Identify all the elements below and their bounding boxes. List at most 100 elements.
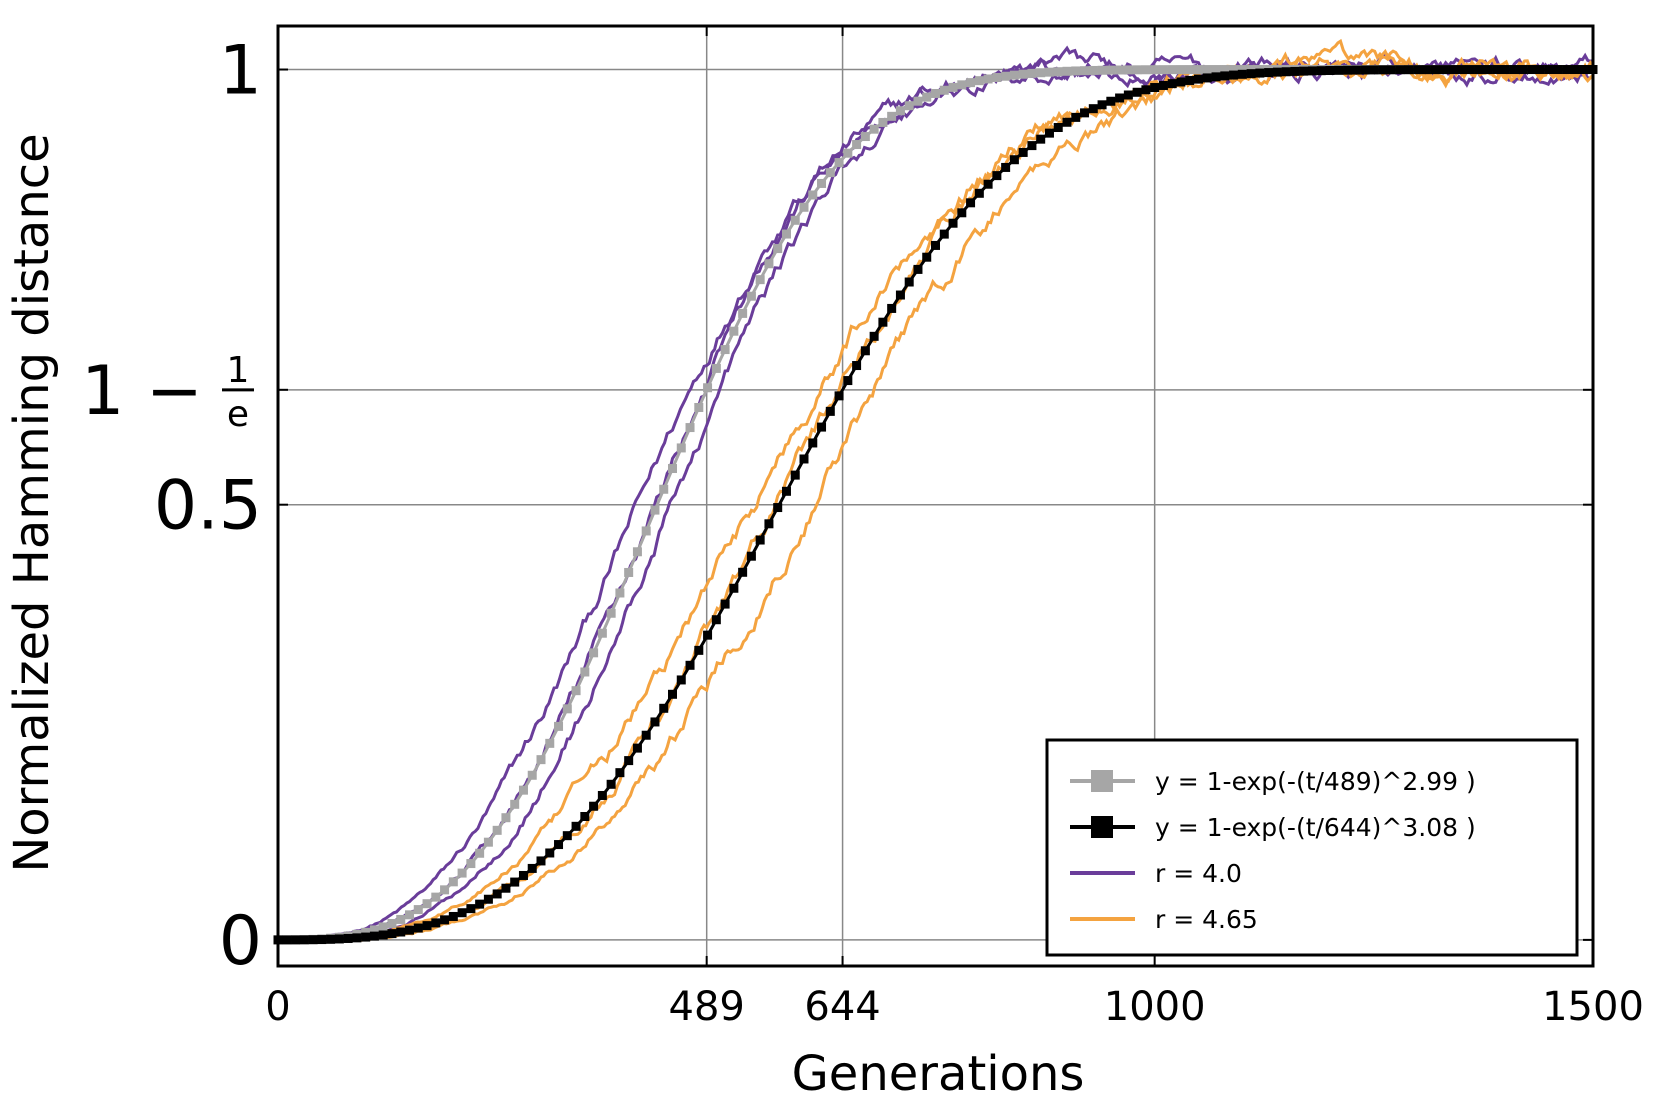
fit-marker xyxy=(1123,90,1133,100)
fit-marker xyxy=(527,863,537,873)
fit-marker xyxy=(1088,65,1098,75)
y-tick-label-fraction-denominator: e xyxy=(227,394,249,435)
fit-marker xyxy=(852,361,862,371)
plot-frame xyxy=(276,24,1595,968)
fit-marker xyxy=(536,856,546,866)
fit-marker xyxy=(510,877,520,887)
fit-marker xyxy=(1036,68,1046,78)
fit-marker xyxy=(396,914,406,924)
fit-marker xyxy=(773,244,783,254)
fit-marker xyxy=(694,402,704,412)
fit-marker xyxy=(466,859,476,869)
fit-marker xyxy=(1220,65,1230,75)
fit-marker xyxy=(1500,65,1510,75)
fit-marker xyxy=(650,505,660,515)
fit-marker xyxy=(1194,74,1203,84)
fit-marker xyxy=(1176,77,1186,87)
fit-marker xyxy=(1237,69,1247,79)
fit-marker xyxy=(834,391,844,401)
fit-marker xyxy=(510,799,520,809)
fit-marker xyxy=(746,551,756,561)
fit-marker xyxy=(1448,65,1458,75)
fit-marker xyxy=(904,101,914,111)
fit-marker xyxy=(475,899,485,909)
fit-marker xyxy=(685,423,695,433)
fit-marker xyxy=(781,486,791,496)
fit-marker xyxy=(729,583,739,593)
fit-marker xyxy=(1299,66,1309,76)
fit-marker xyxy=(1071,112,1081,122)
fit-marker xyxy=(1246,69,1256,79)
fit-marker xyxy=(887,303,897,313)
legend-label: r = 4.65 xyxy=(1155,905,1258,934)
fit-marker xyxy=(1527,65,1537,75)
fit-marker xyxy=(1150,83,1160,93)
fit-marker xyxy=(1009,70,1019,80)
fit-marker xyxy=(860,132,870,142)
legend: y = 1-exp(-(t/489)^2.99 ) y = 1-exp(-(t/6… xyxy=(1045,738,1579,957)
fit-marker xyxy=(843,376,853,386)
fit-marker xyxy=(817,422,827,432)
fit-marker xyxy=(738,567,748,577)
fit-marker xyxy=(580,667,590,677)
fit-marker xyxy=(1281,67,1291,77)
fit-marker xyxy=(1097,65,1107,75)
fit-marker xyxy=(764,519,774,529)
fit-marker xyxy=(659,703,669,713)
fit-marker xyxy=(1044,67,1054,77)
fit-marker xyxy=(922,92,932,102)
fit-marker xyxy=(781,229,791,239)
fit-marker xyxy=(1544,65,1554,75)
fit-marker xyxy=(1106,96,1116,106)
fit-marker xyxy=(895,290,905,300)
fit-marker xyxy=(1474,65,1484,75)
fit-marker xyxy=(1150,65,1160,75)
fit-marker xyxy=(334,934,344,944)
fit-marker xyxy=(413,905,423,915)
fit-marker xyxy=(904,277,914,287)
fit-marker xyxy=(957,208,967,218)
fit-marker xyxy=(1202,65,1212,75)
fit-marker xyxy=(799,202,809,212)
fit-marker xyxy=(1062,117,1072,127)
fit-marker xyxy=(413,923,423,933)
fit-marker xyxy=(1027,141,1037,151)
fit-marker xyxy=(492,825,502,835)
fit-marker xyxy=(1229,70,1239,80)
fit-marker xyxy=(790,215,800,225)
fit-marker xyxy=(1439,65,1449,75)
fit-marker xyxy=(913,96,923,106)
y-axis-title: Normalized Hamming distance xyxy=(4,133,60,872)
fit-marker xyxy=(554,721,564,731)
fit-marker xyxy=(931,240,940,250)
fit-marker xyxy=(571,686,581,696)
fit-marker xyxy=(825,406,835,416)
fit-marker xyxy=(1553,65,1563,75)
fit-marker xyxy=(1430,65,1440,75)
fit-marker xyxy=(554,840,564,850)
fit-marker xyxy=(1457,65,1466,75)
fit-marker xyxy=(291,935,301,945)
fit-marker xyxy=(1316,66,1326,76)
fit-marker xyxy=(676,675,686,685)
fit-marker xyxy=(1211,65,1221,75)
fit-marker xyxy=(668,689,677,699)
fit-marker xyxy=(834,158,844,168)
y-tick-label: 0 xyxy=(219,902,262,981)
fit-marker xyxy=(448,877,458,887)
fit-marker xyxy=(1194,65,1203,75)
fit-marker xyxy=(931,88,940,98)
fit-marker xyxy=(992,171,1002,181)
fit-marker xyxy=(843,148,853,158)
fit-marker xyxy=(483,894,493,904)
fit-marker xyxy=(1264,68,1274,78)
fit-marker xyxy=(440,885,450,895)
fit-marker xyxy=(378,922,388,932)
fit-marker xyxy=(1509,65,1519,75)
fit-marker xyxy=(799,454,809,464)
legend-box xyxy=(1045,738,1579,957)
fit-marker xyxy=(685,660,695,670)
fit-marker xyxy=(457,868,467,878)
fit-marker xyxy=(431,918,441,928)
fit-marker xyxy=(562,704,572,714)
